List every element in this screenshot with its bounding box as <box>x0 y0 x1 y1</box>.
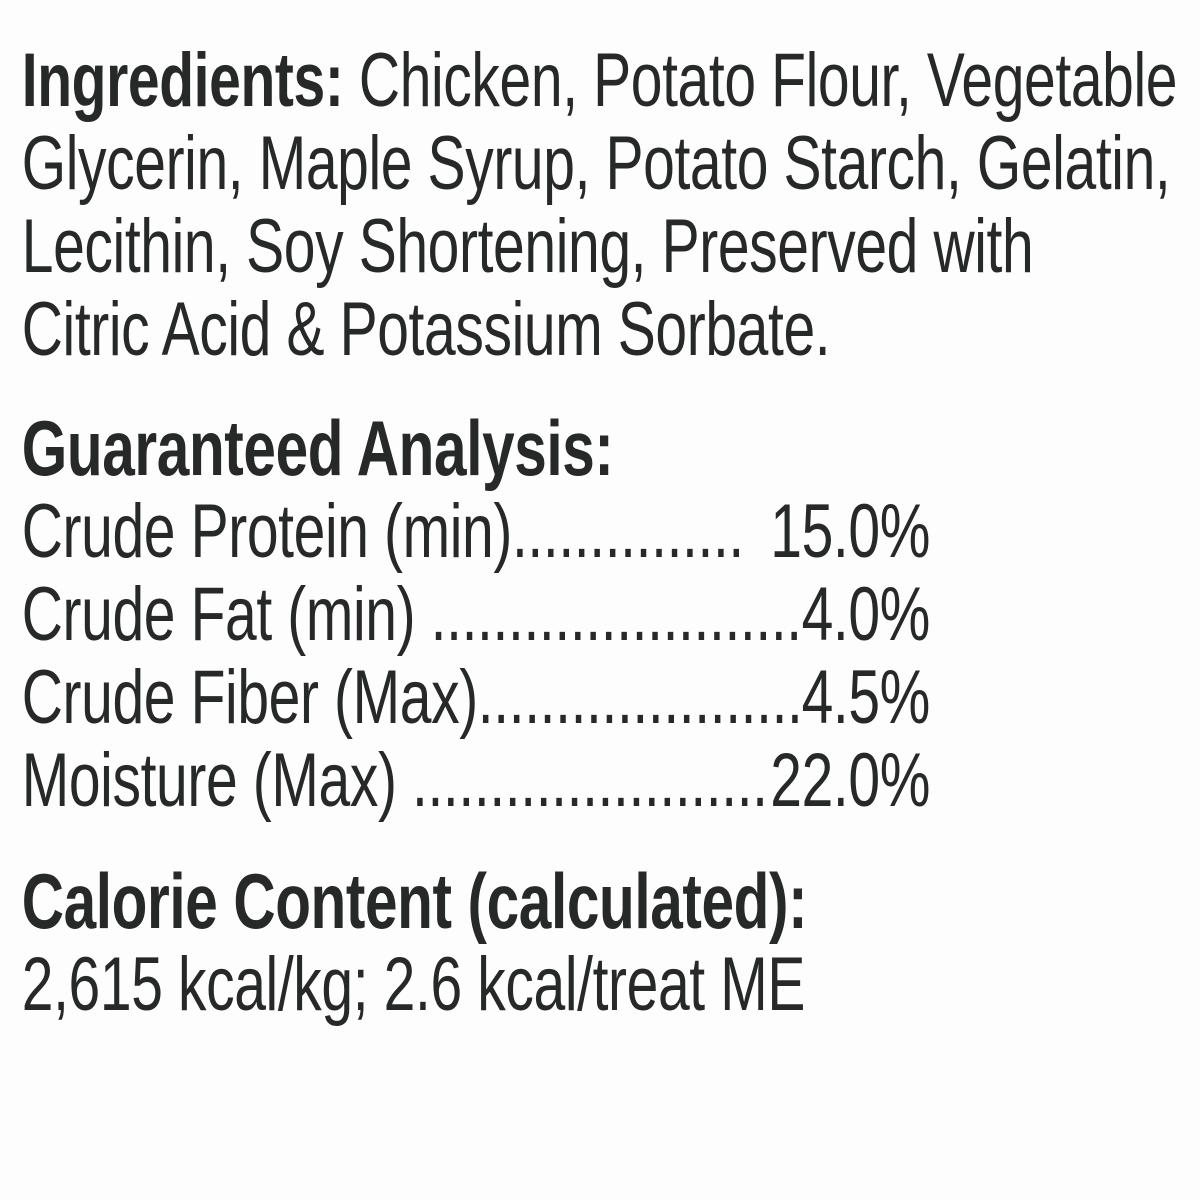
label-panel: Ingredients: Chicken, Potato Flour, Vege… <box>21 39 1193 1027</box>
analysis-row-value: 4.5% <box>801 655 931 740</box>
ingredients-heading: Ingredients: <box>21 38 344 123</box>
calorie-content-value: 2,615 kcal/kg; 2.6 kcal/treat ME <box>21 942 806 1027</box>
calorie-content-section: Calorie Content (calculated): 2,615 kcal… <box>21 857 1193 1027</box>
table-row: Crude Protein (min)............... 15.0% <box>21 489 931 574</box>
guaranteed-analysis-heading: Guaranteed Analysis: <box>21 404 614 492</box>
analysis-row-label: Moisture (Max) <box>21 738 413 823</box>
guaranteed-analysis-table: Crude Protein (min)............... 15.0%… <box>21 489 931 823</box>
table-row: Moisture (Max) ........................ … <box>21 738 931 823</box>
ingredients-text-line-4: Citric Acid & Potassium Sorbate. <box>21 287 831 372</box>
table-row: Crude Fat (min) ........................… <box>21 572 931 657</box>
table-row: Crude Fiber (Max)..................... 4… <box>21 655 931 740</box>
analysis-row-label: Crude Fat (min) <box>21 572 431 657</box>
analysis-row-value: 15.0% <box>770 489 930 574</box>
analysis-row-value: 4.0% <box>801 572 931 657</box>
calorie-content-heading: Calorie Content (calculated): <box>21 857 808 945</box>
dot-leader: ......................... <box>430 573 802 656</box>
analysis-row-value: 22.0% <box>770 738 930 823</box>
dot-leader: ........................ <box>412 739 771 822</box>
dot-leader: ..................... <box>477 656 802 739</box>
ingredients-text-line-3: Lecithin, Soy Shortening, Preserved with <box>21 204 1034 289</box>
ingredients-text-line-2: Glycerin, Maple Syrup, Potato Starch, Ge… <box>21 121 1171 206</box>
ingredients-text-line-1: Chicken, Potato Flour, Vegetable <box>343 38 1178 123</box>
ingredients-section: Ingredients: Chicken, Potato Flour, Vege… <box>22 39 1193 371</box>
ingredients-line-1: Ingredients: Chicken, Potato Flour, Vege… <box>22 39 1193 122</box>
analysis-row-label: Crude Protein (min) <box>21 489 513 574</box>
guaranteed-analysis-section: Guaranteed Analysis: Crude Protein (min)… <box>21 404 1193 823</box>
analysis-row-label: Crude Fiber (Max) <box>21 655 478 740</box>
dot-leader: ............... <box>511 490 744 573</box>
